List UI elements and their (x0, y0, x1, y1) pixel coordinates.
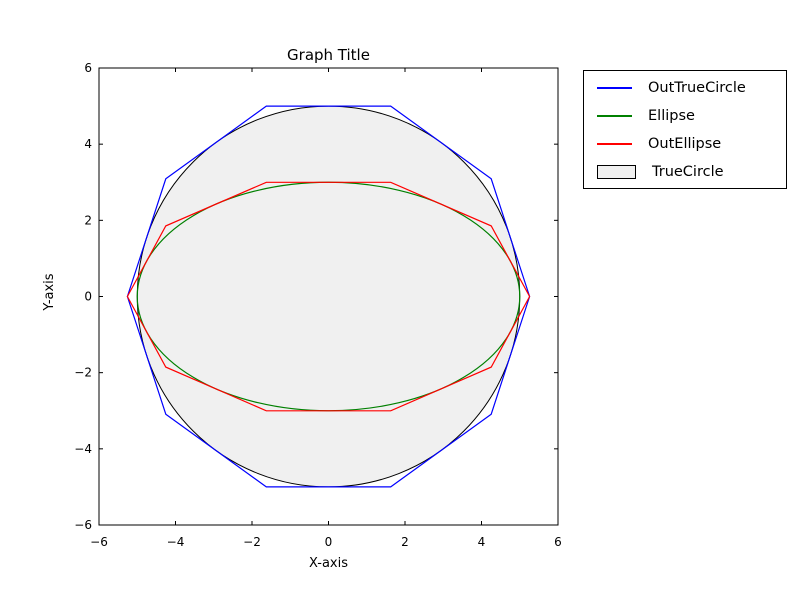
legend-entry: OutEllipse (584, 130, 786, 158)
x-tick-label: −6 (90, 535, 108, 549)
series-TrueCircle (136, 105, 521, 488)
legend-entry: TrueCircle (584, 158, 786, 186)
legend-line-sample (597, 87, 632, 89)
x-tick-label: 2 (401, 535, 409, 549)
legend: OutTrueCircle Ellipse OutEllipse TrueCircle (583, 70, 787, 189)
legend-label: OutTrueCircle (648, 80, 746, 96)
legend-entry: Ellipse (584, 102, 786, 130)
legend-label: OutEllipse (648, 136, 722, 152)
x-tick-label: 6 (554, 535, 562, 549)
x-tick-label: −2 (243, 535, 261, 549)
legend-label: Ellipse (648, 108, 695, 124)
y-tick-label: 4 (84, 137, 92, 151)
x-tick-label: −4 (167, 535, 185, 549)
x-axis-label: X-axis (309, 556, 348, 571)
legend-patch-sample (597, 165, 636, 179)
legend-line-sample (597, 115, 632, 117)
chart-title: Graph Title (287, 46, 370, 64)
y-tick-label: −6 (74, 518, 92, 532)
legend-entry: OutTrueCircle (584, 74, 786, 102)
series-OutEllipse (126, 181, 531, 412)
x-tick-label: 4 (478, 535, 486, 549)
y-tick-label: −4 (74, 442, 92, 456)
y-tick-label: 0 (84, 290, 92, 304)
y-tick-label: −2 (74, 366, 92, 380)
y-tick-label: 6 (84, 61, 92, 75)
legend-label: TrueCircle (652, 164, 724, 180)
legend-line-sample (597, 143, 632, 145)
y-tick-label: 2 (84, 213, 92, 227)
x-tick-label: 0 (325, 535, 333, 549)
y-axis-label: Y-axis (42, 273, 57, 311)
